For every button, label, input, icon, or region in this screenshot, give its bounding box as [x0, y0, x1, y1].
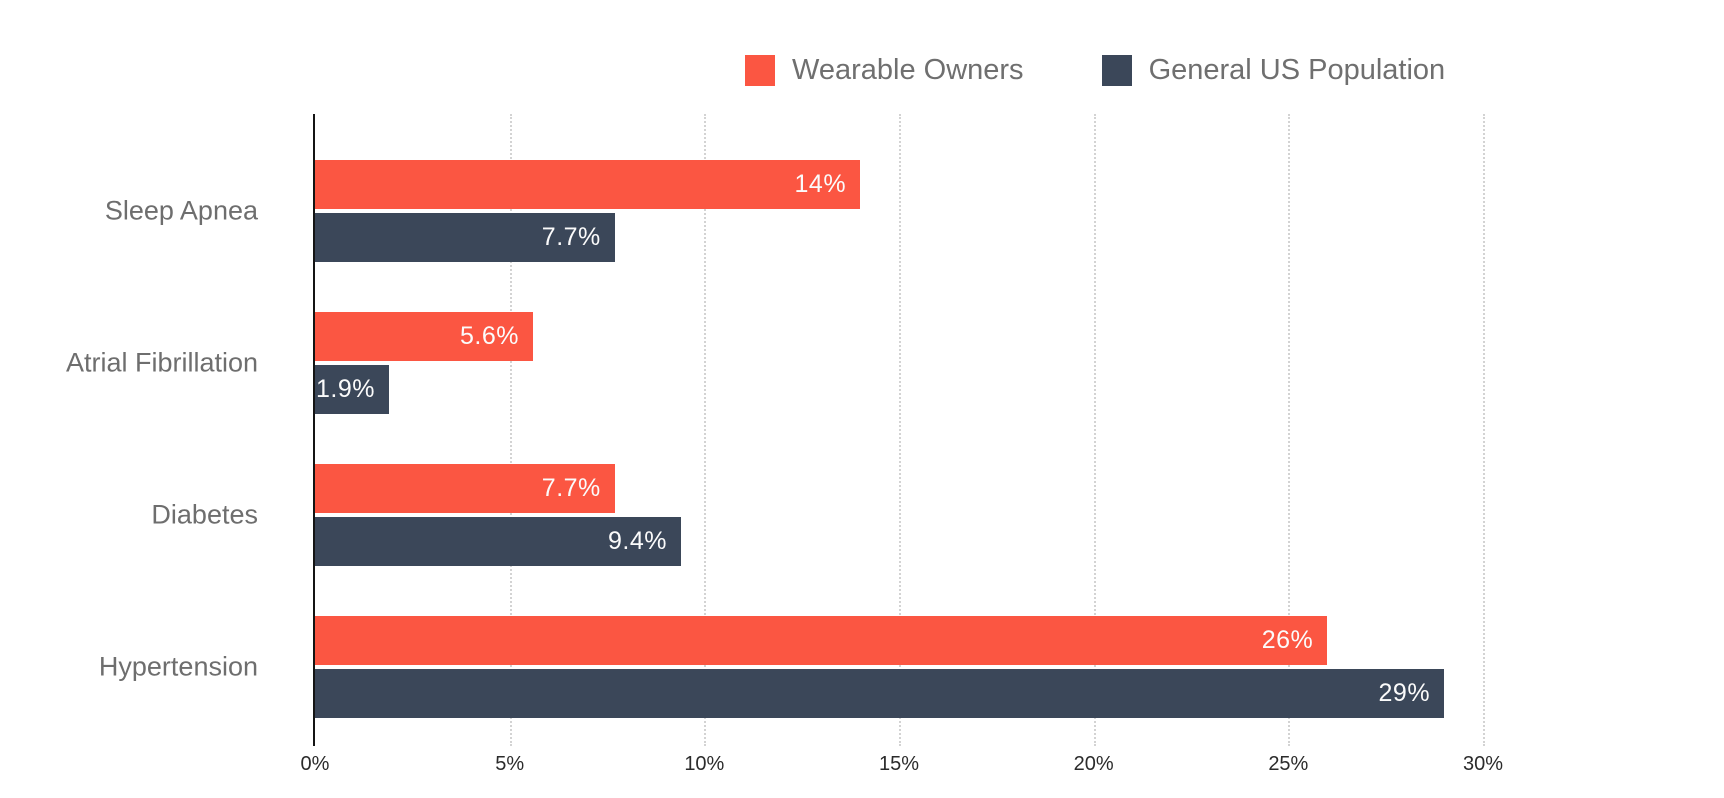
chart-row-atrial-fibrillation: Atrial Fibrillation 5.6% 1.9% — [66, 287, 1483, 439]
bar-value-label: 1.9% — [315, 375, 375, 403]
x-tick-label: 0% — [300, 753, 330, 775]
chart-row-diabetes: Diabetes 7.7% 9.4% — [151, 439, 1483, 591]
legend-swatch-icon — [745, 55, 775, 86]
chart-row-hypertension: Hypertension 26% 29% — [99, 591, 1483, 743]
x-tick-label: 5% — [495, 753, 525, 775]
bar-wearable-owners-diabetes: 7.7% — [315, 464, 615, 513]
bar-value-label: 7.7% — [541, 474, 601, 502]
x-axis: 0% 5% 10% 15% 20% 25% 30% — [301, 753, 1503, 783]
bar-group: 5.6% 1.9% — [315, 312, 1483, 414]
bar-value-label: 7.7% — [541, 223, 601, 251]
bar-value-label: 26% — [1261, 626, 1314, 654]
x-tick-label: 15% — [878, 753, 920, 775]
chart-row-sleep-apnea: Sleep Apnea 14% 7.7% — [105, 135, 1483, 287]
x-tick-label: 30% — [1462, 753, 1504, 775]
x-tick-label: 10% — [684, 753, 725, 775]
bar-group: 14% 7.7% — [315, 160, 1483, 262]
bar-general-us-population-sleep-apnea: 7.7% — [315, 213, 615, 262]
legend: Wearable Owners General US Population — [745, 54, 1445, 87]
chart-rows: Sleep Apnea 14% 7.7% Atrial Fibrillation 5.6… — [66, 135, 1483, 743]
gridline-10 — [704, 114, 707, 746]
bar-value-label: 9.4% — [607, 527, 667, 555]
legend-label: General US Population — [1148, 54, 1446, 86]
bar-group: 7.7% 9.4% — [315, 464, 1483, 566]
bar-value-label: 5.6% — [460, 322, 520, 350]
legend-item-wearable-owners: Wearable Owners — [745, 54, 1024, 87]
gridline-20 — [1093, 114, 1096, 746]
legend-item-general-us-population: General US Population — [1101, 54, 1446, 87]
category-label: Atrial Fibrillation — [65, 347, 258, 378]
bar-value-label: 14% — [794, 170, 847, 198]
gridline-15 — [899, 114, 901, 746]
y-axis-line — [313, 114, 315, 746]
x-tick-label: 25% — [1268, 753, 1309, 775]
legend-swatch-icon — [1101, 55, 1132, 86]
bar-wearable-owners-sleep-apnea: 14% — [315, 160, 861, 209]
bar-general-us-population-hypertension: 29% — [315, 669, 1445, 718]
plot-area: Sleep Apnea 14% 7.7% Atrial Fibrillation 5.6… — [66, 114, 1485, 746]
category-label: Sleep Apnea — [104, 195, 258, 226]
gridline-30 — [1483, 114, 1485, 746]
category-label: Hypertension — [98, 651, 258, 682]
category-label: Diabetes — [151, 499, 258, 530]
gridline-25 — [1288, 114, 1291, 746]
legend-label: Wearable Owners — [792, 54, 1024, 86]
bar-value-label: 29% — [1378, 679, 1431, 707]
bar-general-us-population-atrial-fibrillation: 1.9% — [315, 365, 389, 414]
x-tick-label: 20% — [1073, 753, 1114, 775]
gridline-5 — [509, 114, 512, 746]
bar-wearable-owners-hypertension: 26% — [315, 616, 1328, 665]
bar-group: 26% 29% — [315, 616, 1483, 718]
bar-general-us-population-diabetes: 9.4% — [315, 517, 681, 566]
bar-wearable-owners-atrial-fibrillation: 5.6% — [315, 312, 534, 361]
